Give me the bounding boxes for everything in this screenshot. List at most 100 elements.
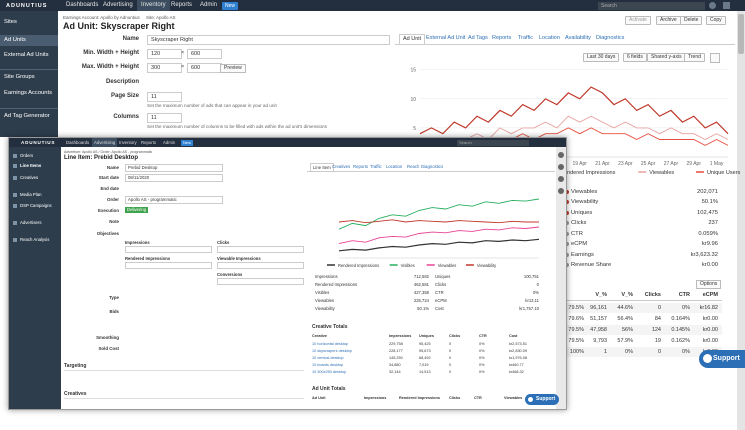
preview-button[interactable]: Preview [220, 64, 246, 73]
options-button[interactable]: Options [696, 280, 722, 289]
text-input[interactable]: 300 [147, 63, 182, 73]
action-button[interactable]: Delete [680, 16, 703, 25]
row-stripe [560, 325, 722, 335]
sidebar-item[interactable]: Advertisers [20, 220, 42, 225]
tab[interactable]: Location [539, 35, 560, 41]
sidebar-item[interactable]: DSP Campaigns [20, 203, 52, 208]
sidebar-item[interactable]: Reach Analysis [20, 237, 50, 242]
table-cell: kr0.00 [702, 327, 718, 333]
tab[interactable]: Availability [565, 35, 591, 41]
nav-tab[interactable]: Inventory [119, 140, 137, 145]
form-label: Note [109, 219, 119, 224]
breadcrumb[interactable]: Site: Apollo AS [146, 15, 176, 20]
text-input[interactable] [125, 246, 212, 253]
nav-icon[interactable] [723, 2, 730, 9]
text-input[interactable]: 08/11/2020 [125, 174, 223, 182]
table-cell: 0 [657, 349, 661, 355]
nav-new[interactable]: New [181, 139, 194, 146]
tab[interactable]: Diagnostics [421, 164, 444, 169]
nav-tab[interactable]: Advertising [92, 138, 118, 147]
tab[interactable]: Location [386, 164, 403, 169]
nav-icon[interactable] [709, 2, 716, 9]
sidebar-item[interactable]: Creatives [20, 175, 39, 180]
nav-new[interactable]: New [222, 1, 239, 10]
toolbar-icon[interactable] [558, 152, 564, 158]
text-input[interactable] [217, 278, 304, 285]
toolbar-icon[interactable] [558, 164, 564, 170]
table-cell[interactable]: 10 boards desktop [312, 363, 344, 367]
text-input[interactable]: 600 [187, 49, 222, 59]
inset-screenshot: Rendered Impressions Visibles Viewables Vie… [8, 137, 567, 410]
table-cell[interactable]: 10 skyscrapers desktop [312, 349, 352, 353]
toolbar-icon[interactable] [558, 176, 564, 182]
sidebar-item[interactable]: Ad Units [0, 35, 58, 46]
breadcrumb[interactable]: Advertiser: Apollo AS / Order: Apollo AS… [64, 150, 153, 154]
text-input[interactable]: 120 [147, 49, 182, 59]
tab[interactable]: Reports [353, 164, 369, 169]
tab[interactable]: Diagnostics [596, 35, 625, 41]
tab[interactable]: Reports [492, 35, 512, 41]
sidebar-item[interactable]: Ad Tag Generator [4, 113, 50, 119]
legend-label: Viewables [438, 263, 457, 268]
control-button[interactable]: 6 fields [623, 53, 647, 62]
support-button[interactable]: Support [525, 394, 559, 405]
sidebar-item[interactable]: Orders [20, 153, 34, 158]
x-tick-label: 21 Apr [595, 161, 610, 167]
table-header: CTR [678, 292, 690, 298]
nav-tab[interactable]: Admin [200, 2, 218, 8]
search[interactable]: Search [598, 1, 705, 10]
section-title: Creatives [64, 391, 87, 397]
table-cell[interactable]: 10 horizontal desktop [312, 342, 349, 346]
text-input[interactable] [217, 246, 304, 253]
tab[interactable]: Reach [407, 164, 420, 169]
text-input[interactable] [125, 262, 212, 269]
text-input[interactable]: Prebid Desktop [125, 164, 223, 172]
text-input[interactable]: 11 [147, 92, 182, 102]
table-cell: 57.9% [617, 338, 633, 344]
tab[interactable]: Traffic [518, 35, 533, 41]
table-cell: 0 [449, 370, 452, 374]
status-badge[interactable]: Delivering [125, 207, 149, 213]
control-button[interactable]: Last 30 days [583, 53, 620, 62]
tab[interactable]: External Ad Unit [426, 35, 466, 41]
control-button[interactable]: Trend [684, 53, 705, 62]
table-cell: 47,958 [590, 327, 607, 333]
action-button[interactable]: Copy [706, 16, 726, 25]
stat-value: kr1,757.10 [519, 306, 539, 311]
text-input[interactable]: Apollo AS - programmatic [125, 196, 223, 204]
table-header: CTR [479, 334, 487, 338]
sidebar-item[interactable]: Media Plan [20, 192, 42, 197]
toolbar-icon[interactable] [558, 188, 564, 194]
tab[interactable]: Traffic [370, 164, 382, 169]
nav-tab[interactable]: Dashboards [66, 2, 99, 8]
nav-tab[interactable]: Admin [163, 140, 176, 145]
sidebar-item[interactable]: Sites [4, 19, 17, 25]
nav-tab[interactable]: Dashboards [66, 140, 90, 145]
tab[interactable]: Ad Tags [468, 35, 488, 41]
sidebar-item[interactable]: Earnings Accounts [4, 90, 53, 96]
table-cell: 0% [479, 349, 485, 353]
table-header: Ad Unit [312, 396, 326, 400]
sidebar-item[interactable]: Site Groups [4, 74, 35, 80]
sidebar-item[interactable]: External Ad Units [4, 52, 49, 58]
nav-tab[interactable]: Reports [171, 2, 193, 8]
search[interactable]: Search [457, 139, 529, 146]
text-input[interactable]: 11 [147, 113, 182, 123]
table-cell: 0 [449, 349, 452, 353]
table-cell: 229,758 [389, 342, 403, 346]
tab[interactable]: Creatives [332, 164, 351, 169]
table-cell[interactable]: 10 300x250 desktop [312, 370, 347, 374]
series-line [419, 86, 729, 135]
breadcrumb[interactable]: Earnings Account: Apollo by Adnuntius [63, 15, 140, 20]
action-button[interactable]: Activate [625, 16, 651, 25]
nav-tab[interactable]: Advertising [103, 2, 133, 8]
control-icon[interactable] [710, 53, 720, 63]
text-input[interactable]: Skyscraper Right [147, 35, 390, 45]
table-cell[interactable]: 10 vertical desktop [312, 356, 344, 360]
sidebar-item[interactable]: Line Items [20, 163, 42, 168]
text-input[interactable] [217, 262, 304, 269]
table-cell: 44.6% [617, 305, 633, 311]
nav-tab[interactable]: Inventory [137, 0, 170, 11]
nav-tab[interactable]: Reports [141, 140, 157, 145]
table-header: Impressions [364, 396, 387, 400]
